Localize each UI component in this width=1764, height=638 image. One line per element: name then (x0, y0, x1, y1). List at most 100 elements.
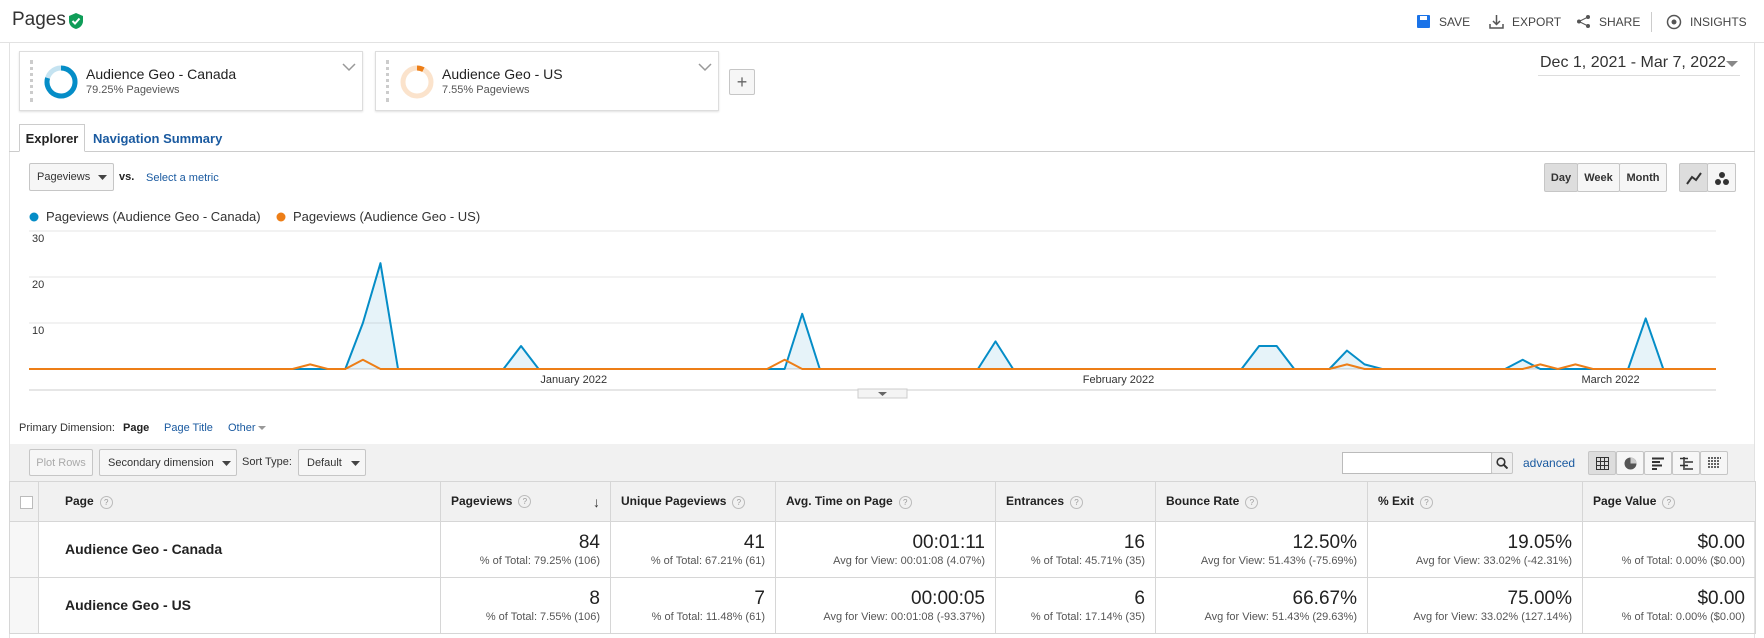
collapse-icon (878, 392, 887, 396)
page-name[interactable]: Audience Geo - US (65, 596, 192, 613)
help-icon: ? (518, 494, 532, 508)
sort-label: Sort Type: (242, 456, 292, 468)
column-label: Unique Pageviews (621, 494, 727, 509)
metric-subtext: % of Total: 11.48% (61) (651, 610, 765, 623)
tab[interactable]: Navigation Summary (93, 131, 223, 146)
advanced-link[interactable]: advanced (1523, 456, 1576, 470)
granularity-button[interactable]: Week (1577, 163, 1620, 192)
granularity-button[interactable]: Month (1619, 163, 1667, 192)
segment-donut (44, 65, 78, 99)
search-button[interactable] (1491, 452, 1513, 474)
save-button[interactable]: SAVE (1416, 14, 1470, 29)
view-button[interactable] (1672, 451, 1700, 475)
column-header[interactable]: Bounce Rate? (1155, 481, 1368, 522)
granularity-label: Week (1584, 171, 1613, 184)
legend-marker (29, 212, 39, 222)
date-caret (1726, 61, 1738, 67)
column-header[interactable]: Avg. Time on Page? (775, 481, 996, 522)
metric-value: $0.00 (1697, 587, 1745, 609)
metric-subtext: Avg for View: 00:01:08 (-93.37%) (823, 610, 985, 623)
metric-value: 66.67% (1292, 587, 1357, 609)
caret (351, 461, 360, 466)
search-input[interactable] (1342, 452, 1492, 474)
secondary-dimension-dropdown[interactable]: Secondary dimension (99, 449, 237, 476)
insights-button[interactable]: INSIGHTS (1666, 14, 1747, 30)
dimension-option[interactable]: Page Title (164, 422, 213, 434)
granularity-button[interactable]: Day (1544, 163, 1578, 192)
dimension-label: Primary Dimension: (19, 422, 115, 434)
column-header[interactable]: Entrances? (995, 481, 1156, 522)
line (29, 358, 1716, 370)
metric-cell: 8% of Total: 7.55% (106) (440, 577, 611, 634)
add-segment-button[interactable]: + (729, 69, 755, 95)
column-label: Avg. Time on Page (786, 494, 893, 509)
metric-subtext: % of Total: 7.55% (106) (485, 610, 600, 623)
column-header[interactable]: Pageviews? ↓ (440, 481, 611, 522)
view-button[interactable] (1700, 451, 1728, 475)
divider (0, 42, 1764, 43)
metric-cell: 6% of Total: 17.14% (35) (995, 577, 1156, 634)
tab[interactable]: Explorer (19, 124, 85, 152)
column-header[interactable]: Page? (38, 481, 441, 522)
drag-handle (30, 60, 33, 102)
column-header[interactable]: % Exit? (1367, 481, 1583, 522)
metric-cell: 00:00:05 Avg for View: 00:01:08 (-93.37%) (775, 577, 996, 634)
y-tick-label: 10 (32, 325, 44, 337)
metric-cell: 00:01:11 Avg for View: 00:01:08 (4.07%) (775, 521, 996, 578)
column-header[interactable]: Unique Pageviews? (610, 481, 776, 522)
metric-dropdown[interactable]: Pageviews (29, 163, 114, 191)
metric-value: 6 (1134, 587, 1145, 609)
metric-value: 75.00% (1507, 587, 1572, 609)
column-label: Entrances (1006, 494, 1065, 509)
chevron (698, 63, 712, 72)
tab-label: Explorer (25, 130, 79, 146)
column-label: % Exit (1378, 494, 1415, 509)
select-metric-link[interactable]: Select a metric (146, 172, 219, 184)
button-label: Secondary dimension (108, 456, 214, 469)
metric-value: 41 (743, 531, 765, 553)
content-frame (9, 43, 1755, 638)
action-label: EXPORT (1512, 14, 1562, 29)
button-label: Plot Rows (36, 456, 86, 469)
divider (1651, 12, 1652, 32)
checkbox[interactable] (20, 495, 33, 509)
dimension-option[interactable]: Page (123, 422, 150, 434)
chevron (342, 63, 356, 72)
metric-subtext: Avg for View: 00:01:08 (4.07%) (833, 554, 985, 567)
view-button[interactable] (1588, 451, 1616, 475)
metric-subtext: % of Total: 67.21% (61) (650, 554, 765, 567)
export-button[interactable]: EXPORT (1489, 14, 1561, 29)
segment-name: Audience Geo - Canada (86, 66, 237, 82)
column-header[interactable]: Page Value? (1582, 481, 1756, 522)
metric-cell: 66.67% Avg for View: 51.43% (29.63%) (1155, 577, 1368, 634)
segment-card[interactable]: Audience Geo - US 7.55% Pageviews (375, 51, 719, 111)
granularity-label: Month (1626, 171, 1660, 184)
metric-label: Pageviews (37, 171, 91, 183)
help-icon: ? (1420, 495, 1434, 509)
action-label: SHARE (1599, 14, 1641, 29)
metric-subtext: % of Total: 0.00% ($0.00) (1621, 554, 1745, 567)
metric-subtext: Avg for View: 51.43% (-75.69%) (1200, 554, 1357, 567)
help-icon: ? (1662, 495, 1676, 509)
motion-chart-button[interactable] (1707, 163, 1736, 192)
help-icon: ? (898, 495, 912, 509)
sort-dropdown[interactable]: Default (298, 449, 366, 476)
dimension-option[interactable]: Other (228, 422, 256, 434)
metric-value: 00:01:11 (912, 531, 985, 553)
metric-value: 12.50% (1292, 531, 1357, 553)
segment-card[interactable]: Audience Geo - Canada 79.25% Pageviews (19, 51, 363, 111)
help-icon: ? (1245, 495, 1259, 509)
view-button[interactable] (1644, 451, 1672, 475)
row-checkbox-cell (9, 521, 39, 578)
x-tick-label: March 2022 (1582, 374, 1640, 386)
share-button[interactable]: SHARE (1576, 14, 1640, 29)
page-name[interactable]: Audience Geo - Canada (65, 540, 223, 557)
verified-icon (69, 13, 83, 29)
metric-value: 8 (589, 587, 600, 609)
button-label: Default (307, 456, 342, 469)
plot-rows-button: Plot Rows (29, 449, 93, 476)
view-button[interactable] (1616, 451, 1644, 475)
line-chart-button[interactable] (1679, 163, 1708, 192)
date-range[interactable]: Dec 1, 2021 - Mar 7, 2022 (1540, 54, 1726, 71)
